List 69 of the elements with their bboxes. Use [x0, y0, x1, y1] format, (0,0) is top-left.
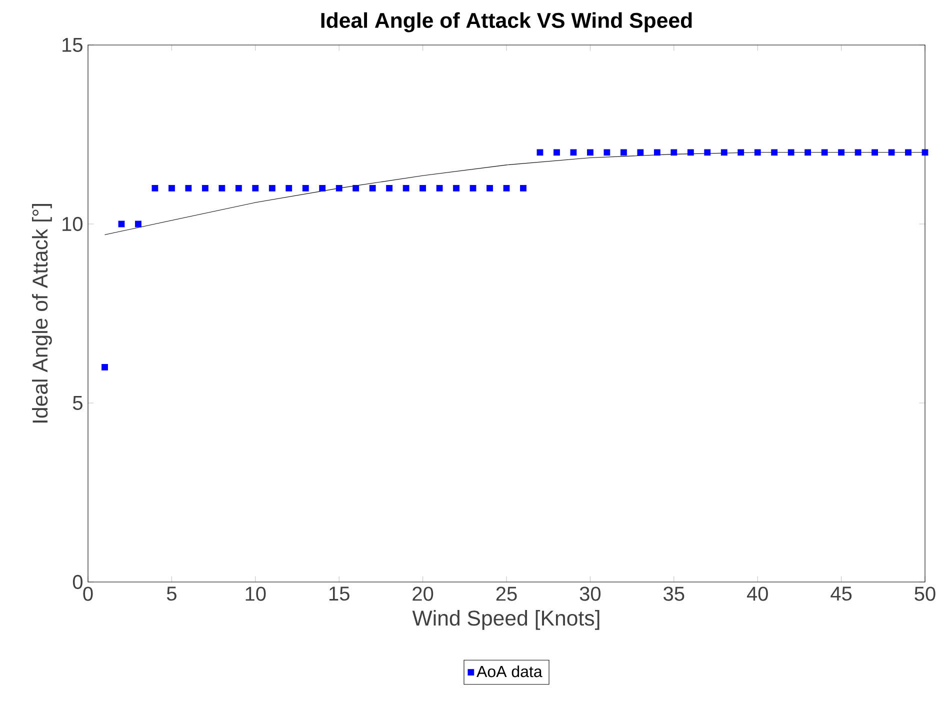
chart-title: Ideal Angle of Attack VS Wind Speed [321, 12, 692, 32]
y-tick-label: 5 [72, 396, 82, 410]
point [637, 149, 644, 156]
point [654, 149, 660, 156]
point [720, 149, 728, 156]
point [486, 184, 493, 192]
point [854, 149, 862, 156]
point [536, 149, 544, 156]
x-tick-label: 35 [664, 586, 684, 601]
point [386, 184, 393, 192]
point [252, 184, 259, 192]
y-axis-title: Ideal Angle of Attack [°] [32, 204, 52, 423]
x-tick-label: 15 [330, 586, 350, 601]
point [302, 184, 309, 192]
point [670, 149, 678, 156]
x-tick-label: 40 [746, 586, 768, 601]
point [135, 220, 142, 228]
point [352, 184, 360, 192]
point [185, 184, 192, 192]
x-tick-label: 25 [496, 586, 517, 601]
point [369, 184, 376, 192]
point [771, 149, 778, 156]
point [554, 149, 560, 156]
point [470, 184, 476, 192]
x-axis-title: Wind Speed [Knots] [412, 610, 600, 630]
x-tick-label: 30 [580, 586, 601, 601]
point [152, 184, 158, 192]
x-tick-label: 5 [166, 586, 176, 601]
point [604, 149, 610, 156]
x-tick-label: 45 [830, 586, 852, 601]
x-tick-label: 10 [246, 586, 266, 601]
point [268, 184, 276, 192]
x-tick-label: 50 [914, 586, 936, 601]
point [168, 184, 175, 192]
point [570, 149, 577, 156]
point [738, 149, 744, 156]
point [788, 149, 794, 156]
point [453, 184, 460, 192]
point [620, 149, 627, 156]
point [235, 184, 242, 192]
point [420, 184, 426, 192]
point [286, 184, 292, 192]
point [587, 149, 594, 156]
y-tick-label: 15 [62, 38, 82, 52]
point [804, 149, 812, 156]
point [821, 149, 828, 156]
point [503, 184, 510, 192]
point [704, 149, 711, 156]
point [402, 184, 410, 192]
point [202, 184, 208, 192]
point [838, 149, 845, 156]
point [520, 184, 526, 192]
point [905, 149, 912, 156]
x-tick-label: 0 [83, 586, 93, 601]
y-tick-label: 10 [62, 216, 82, 232]
point [218, 184, 226, 192]
point [888, 149, 895, 156]
point [922, 149, 928, 156]
legend-label: AoA data [476, 665, 542, 678]
point [872, 149, 878, 156]
point [436, 184, 443, 192]
point [336, 184, 342, 192]
y-tick-label: 0 [72, 574, 82, 590]
point [754, 149, 761, 156]
x-tick-label: 20 [412, 586, 434, 601]
point [118, 220, 125, 228]
point [319, 184, 326, 192]
point [687, 149, 694, 156]
point [102, 364, 108, 370]
